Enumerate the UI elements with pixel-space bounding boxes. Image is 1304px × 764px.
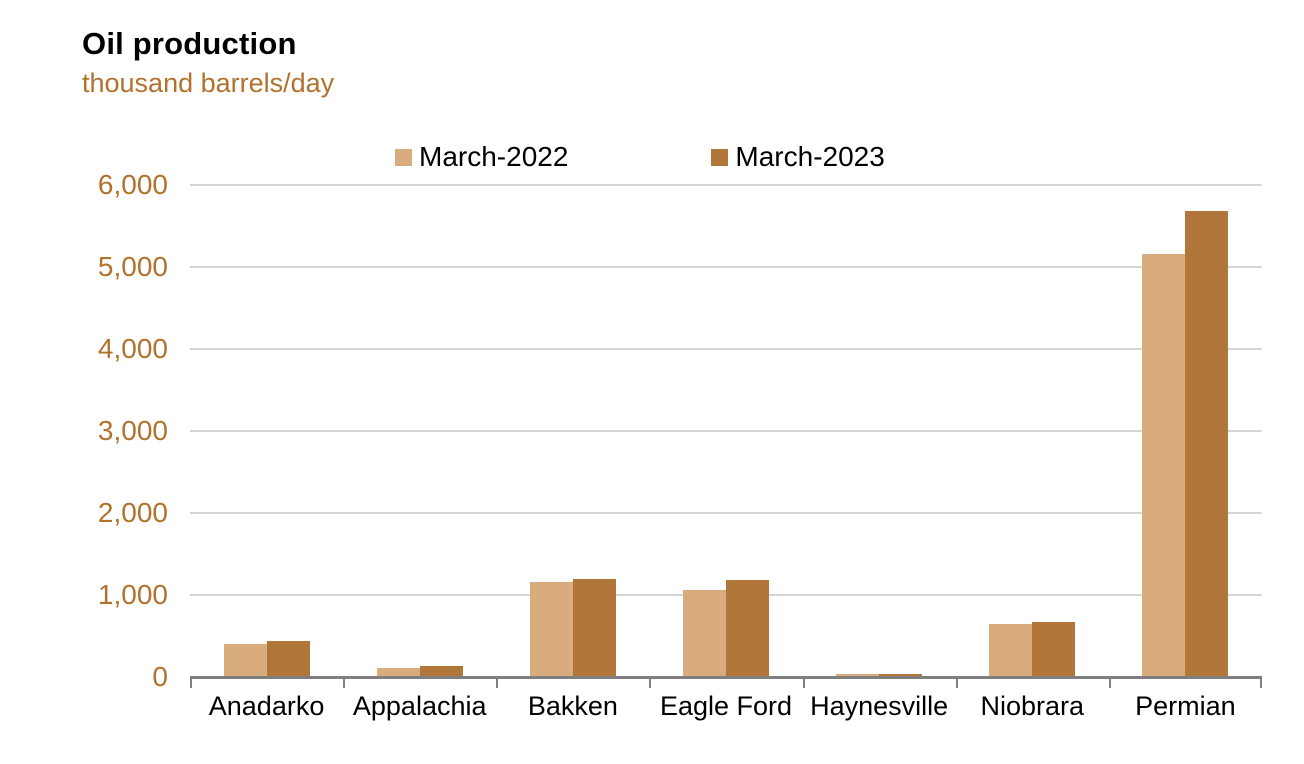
x-category-label: Permian xyxy=(1135,691,1236,721)
x-axis-tick xyxy=(190,678,192,688)
x-axis-tick xyxy=(1260,678,1262,688)
x-category-label: Haynesville xyxy=(810,691,949,721)
y-tick-label: 6,000 xyxy=(97,169,168,200)
legend: March-2022 March-2023 xyxy=(395,141,885,173)
y-tick-label: 1,000 xyxy=(97,579,168,610)
bar-group-bakken xyxy=(529,579,616,677)
x-axis-tick xyxy=(649,678,652,688)
bar-march-2022 xyxy=(1142,254,1186,677)
gridline xyxy=(190,184,1262,186)
bar-group-niobrara xyxy=(989,622,1076,677)
y-tick-label: 4,000 xyxy=(97,333,168,364)
bar-march-2023 xyxy=(1185,211,1229,677)
x-category-label: Anadarko xyxy=(208,691,325,721)
gridline xyxy=(190,266,1262,268)
y-tick-label: 5,000 xyxy=(97,251,168,282)
bar-group-eagle-ford xyxy=(683,580,769,677)
legend-swatch-icon xyxy=(711,148,729,166)
bar-group-permian xyxy=(1142,211,1229,677)
gridline xyxy=(190,430,1262,432)
bar-march-2023 xyxy=(1032,622,1076,677)
chart-subtitle: thousand barrels/day xyxy=(82,68,335,98)
legend-item-march-2023: March-2023 xyxy=(711,141,885,173)
bar-group-appalachia xyxy=(376,666,463,677)
bar-group-anadarko xyxy=(223,641,310,677)
x-category-label: Eagle Ford xyxy=(659,691,793,721)
x-axis-line xyxy=(190,676,1262,679)
bar-march-2022 xyxy=(223,644,267,677)
y-tick-label: 0 xyxy=(152,661,168,692)
y-tick-label: 2,000 xyxy=(97,497,168,528)
bar-march-2022 xyxy=(836,674,880,677)
bar-march-2023 xyxy=(419,666,463,677)
legend-label: March-2023 xyxy=(735,141,885,172)
bar-march-2022 xyxy=(683,590,726,677)
x-axis-tick xyxy=(496,678,499,688)
x-axis-tick xyxy=(802,678,805,688)
legend-item-march-2022: March-2022 xyxy=(395,141,568,173)
gridline xyxy=(190,512,1262,514)
legend-swatch-icon xyxy=(395,148,412,166)
x-category-label: Appalachia xyxy=(352,691,487,721)
x-axis-tick xyxy=(343,678,346,688)
legend-label: March-2022 xyxy=(419,141,569,172)
bar-march-2023 xyxy=(266,641,310,677)
bar-march-2023 xyxy=(726,580,769,677)
plot-area xyxy=(190,184,1262,688)
bar-group-haynesville xyxy=(836,674,923,677)
bar-march-2023 xyxy=(879,674,923,677)
bar-march-2022 xyxy=(529,582,573,677)
x-category-label: Bakken xyxy=(527,691,618,721)
y-tick-label: 3,000 xyxy=(97,415,168,446)
x-axis-tick xyxy=(955,678,958,688)
chart-title: Oil production xyxy=(82,26,297,61)
bar-march-2023 xyxy=(572,579,616,677)
bar-march-2022 xyxy=(376,668,420,677)
bar-march-2022 xyxy=(989,624,1033,677)
gridline xyxy=(190,348,1262,350)
x-category-label: Niobrara xyxy=(980,691,1085,721)
x-axis-tick xyxy=(1108,678,1111,688)
